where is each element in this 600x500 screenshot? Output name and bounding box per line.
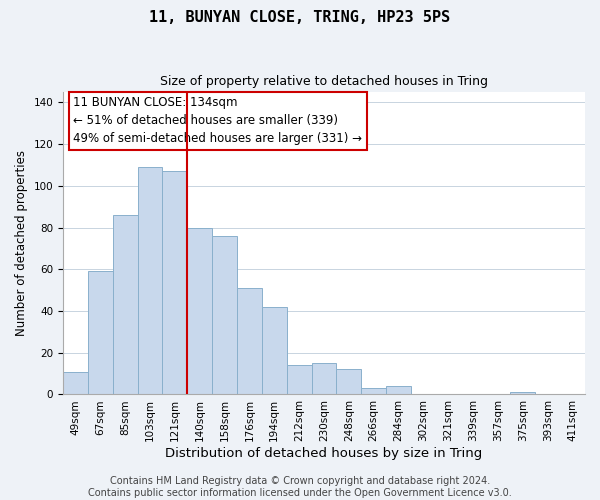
Bar [511,392,535,394]
X-axis label: Distribution of detached houses by size in Tring: Distribution of detached houses by size … [166,447,482,460]
Bar [311,363,337,394]
Title: Size of property relative to detached houses in Tring: Size of property relative to detached ho… [160,75,488,88]
Bar [337,370,361,394]
Text: 11 BUNYAN CLOSE: 134sqm
← 51% of detached houses are smaller (339)
49% of semi-d: 11 BUNYAN CLOSE: 134sqm ← 51% of detache… [73,96,362,146]
Bar [287,366,311,394]
Bar [386,386,411,394]
Bar [63,372,88,394]
Bar [212,236,237,394]
Bar [163,171,187,394]
Bar [262,307,287,394]
Bar [88,272,113,394]
Bar [361,388,386,394]
Bar [113,215,137,394]
Text: Contains HM Land Registry data © Crown copyright and database right 2024.
Contai: Contains HM Land Registry data © Crown c… [88,476,512,498]
Bar [137,167,163,394]
Bar [187,228,212,394]
Bar [237,288,262,395]
Text: 11, BUNYAN CLOSE, TRING, HP23 5PS: 11, BUNYAN CLOSE, TRING, HP23 5PS [149,10,451,25]
Y-axis label: Number of detached properties: Number of detached properties [15,150,28,336]
